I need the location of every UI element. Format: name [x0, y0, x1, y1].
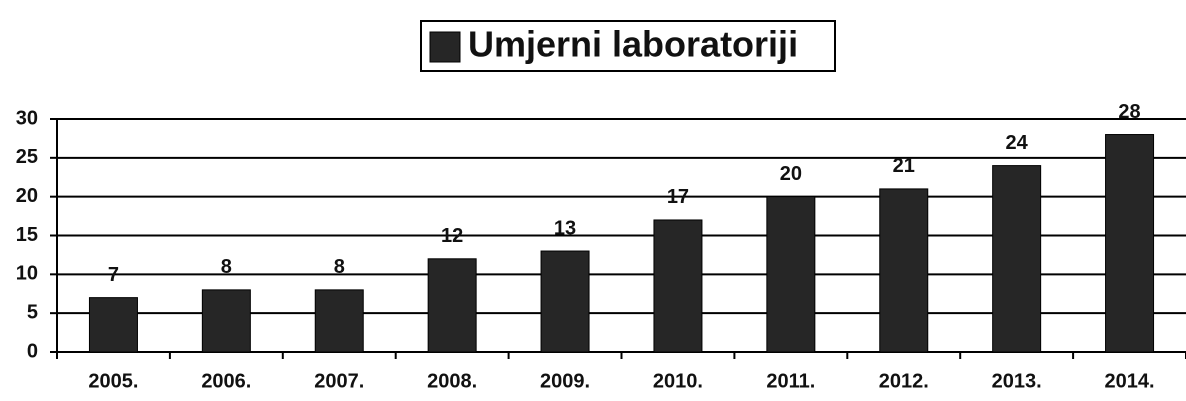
bar — [88, 297, 138, 353]
data-label: 28 — [1118, 101, 1140, 123]
bar — [201, 289, 251, 353]
data-label: 12 — [441, 225, 463, 247]
bar — [314, 289, 364, 353]
x-tick-label: 2007. — [314, 370, 364, 392]
bar — [879, 188, 929, 353]
x-tick-label: 2005. — [88, 370, 138, 392]
bar — [653, 219, 703, 353]
x-tick-label: 2011. — [766, 370, 815, 392]
data-label: 20 — [780, 163, 802, 185]
data-label: 17 — [667, 186, 689, 208]
x-tick-label: 2014. — [1105, 370, 1155, 392]
x-tick-label: 2012. — [879, 370, 929, 392]
legend-swatch — [429, 31, 461, 63]
y-tick-label: 25 — [16, 146, 38, 168]
bar — [1105, 134, 1155, 353]
legend-label: Umjerni laboratoriji — [468, 24, 798, 65]
x-tick-label: 2006. — [201, 370, 251, 392]
y-tick-label: 5 — [27, 301, 38, 323]
y-tick-label: 30 — [16, 107, 38, 129]
data-label: 7 — [108, 264, 119, 286]
x-tick-label: 2010. — [653, 370, 703, 392]
data-label: 8 — [334, 256, 345, 278]
y-tick-label: 20 — [16, 185, 38, 207]
bar — [766, 196, 816, 353]
x-tick-label: 2013. — [992, 370, 1042, 392]
data-label: 13 — [554, 217, 576, 239]
y-tick-label: 0 — [27, 340, 38, 362]
bar — [540, 250, 590, 353]
y-tick-label: 15 — [16, 224, 38, 246]
bar — [992, 165, 1042, 353]
x-tick-label: 2009. — [540, 370, 590, 392]
data-label: 8 — [221, 256, 232, 278]
x-tick-label: 2008. — [427, 370, 477, 392]
data-label: 24 — [1006, 132, 1029, 154]
bar — [427, 258, 477, 353]
y-tick-label: 10 — [16, 263, 38, 285]
data-label: 21 — [893, 155, 915, 177]
legend-box — [420, 20, 836, 72]
